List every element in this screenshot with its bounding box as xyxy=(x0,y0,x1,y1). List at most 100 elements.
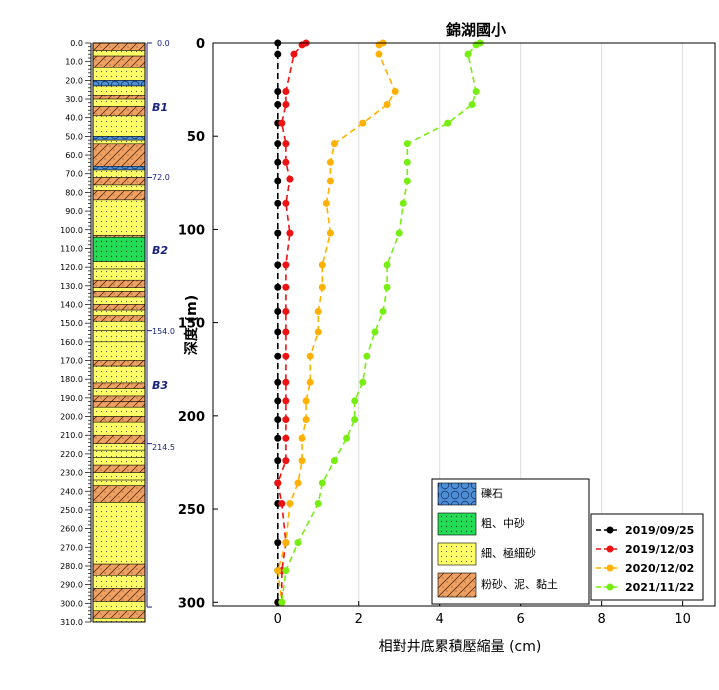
series-point xyxy=(343,434,351,442)
log-depth-tick-label: 160.0 xyxy=(60,338,83,347)
log-layer xyxy=(92,139,146,145)
series-point xyxy=(330,140,338,148)
log-layer xyxy=(92,166,146,171)
log-layer xyxy=(92,341,146,361)
series-point xyxy=(282,567,290,575)
series-point xyxy=(326,177,334,185)
log-layer xyxy=(92,618,146,623)
series-point xyxy=(282,328,290,336)
series-point xyxy=(472,41,480,49)
series-point xyxy=(302,416,310,424)
legend-entry-2019/09/25: 2019/09/25 xyxy=(596,524,694,537)
log-depth-tick-label: 200.0 xyxy=(60,413,83,422)
log-layer xyxy=(92,136,146,141)
bed-label-b1: B1 xyxy=(152,101,168,114)
log-layer xyxy=(92,115,146,137)
series-line xyxy=(276,42,397,603)
log-depth-tick-label: 210.0 xyxy=(60,431,83,440)
log-depth-tick-label: 260.0 xyxy=(60,525,83,534)
y-tick-label: 0 xyxy=(196,37,205,52)
series-point xyxy=(282,87,290,95)
log-depth-tick-label: 310.0 xyxy=(60,618,83,627)
legend-entry-2021/11/22: 2021/11/22 xyxy=(596,581,694,594)
series-point xyxy=(359,378,367,386)
log-depth-tick-label: 290.0 xyxy=(60,581,83,590)
legend-entry-2020/12/02: 2020/12/02 xyxy=(596,562,694,575)
series-point xyxy=(286,175,294,183)
log-depth-axis: 0.0 10.0 20.0 30.0 40.0 50.0 60.0 70.0 80.0 90.0 1… xyxy=(60,39,92,627)
log-layer xyxy=(92,365,146,384)
log-layer xyxy=(92,360,146,367)
series-point xyxy=(282,261,290,269)
log-layer xyxy=(92,330,146,343)
log-depth-tick-label: 190.0 xyxy=(60,394,83,403)
log-layer xyxy=(92,309,146,316)
series-point xyxy=(274,177,282,185)
compaction-chart: 錦湖國小 0 2 4 6 8 10 0 50 100 150 200 250 300 相對井底累積壓縮… xyxy=(178,21,716,655)
series-point xyxy=(274,397,282,405)
series-point xyxy=(274,378,282,386)
log-layer xyxy=(92,315,146,322)
legend-label: 2019/09/25 xyxy=(625,524,694,537)
series-point xyxy=(282,416,290,424)
log-layer xyxy=(92,279,146,288)
series-point xyxy=(399,199,407,207)
series-point xyxy=(371,328,379,336)
legend-entry-2019/12/03: 2019/12/03 xyxy=(596,543,694,556)
series-point xyxy=(282,101,290,109)
borehole-log: 0.0 10.0 20.0 30.0 40.0 50.0 60.0 70.0 80.0 90.0 1… xyxy=(60,39,175,627)
x-axis-ticks: 0 2 4 6 8 10 xyxy=(274,601,691,627)
log-layer xyxy=(92,388,146,397)
log-depth-tick-label: 250.0 xyxy=(60,506,83,515)
y-tick-label: 250 xyxy=(178,503,205,518)
boundary-label-72: 72.0 xyxy=(152,173,170,182)
plot-frame xyxy=(212,42,716,607)
legend-swatch-silt xyxy=(437,572,477,598)
series-point xyxy=(359,119,367,127)
log-depth-tick-label: 10.0 xyxy=(65,58,83,67)
log-layer xyxy=(92,199,146,236)
log-depth-tick-label: 120.0 xyxy=(60,263,83,272)
series-point xyxy=(274,87,282,95)
series-2020/12/02 xyxy=(274,39,399,606)
series-point xyxy=(314,307,322,315)
boundary-label-214: 214.5 xyxy=(152,443,175,452)
series-point xyxy=(306,378,314,386)
log-column-frame xyxy=(92,42,146,623)
series-point xyxy=(282,158,290,166)
bed-label-b3: B3 xyxy=(152,379,168,392)
boundary-label-0: 0.0 xyxy=(157,39,170,48)
x-tick-label: 6 xyxy=(517,612,525,627)
log-depth-tick-label: 220.0 xyxy=(60,450,83,459)
log-layer xyxy=(92,406,146,417)
log-lithology-column xyxy=(92,42,146,623)
series-point xyxy=(274,479,282,487)
log-depth-tick-label: 180.0 xyxy=(60,375,83,384)
log-depth-tick-label: 100.0 xyxy=(60,226,83,235)
log-depth-tick-label: 30.0 xyxy=(65,95,83,104)
log-depth-tick-label: 20.0 xyxy=(65,76,83,85)
series-point xyxy=(330,457,338,465)
chart-title: 錦湖國小 xyxy=(445,21,506,39)
series-point xyxy=(282,378,290,386)
series-line xyxy=(276,42,307,603)
legend-silt: 粉砂、泥、黏土 xyxy=(481,577,558,591)
series-line xyxy=(281,42,481,603)
legend-marker xyxy=(606,526,614,534)
legend-label: 2020/12/02 xyxy=(625,562,694,575)
log-layer xyxy=(92,457,146,466)
series-point xyxy=(403,158,411,166)
log-layer xyxy=(92,382,146,389)
log-depth-tick-label: 40.0 xyxy=(65,114,83,123)
log-depth-tick-label: 70.0 xyxy=(65,170,83,179)
series-point xyxy=(472,87,480,95)
series-point xyxy=(282,140,290,148)
series-point xyxy=(326,158,334,166)
series-point xyxy=(274,101,282,109)
series-point xyxy=(282,457,290,465)
series-point xyxy=(383,283,391,291)
legend-marker xyxy=(606,583,614,591)
log-layer xyxy=(92,472,146,481)
log-layer xyxy=(92,106,146,117)
series-point xyxy=(282,539,290,547)
